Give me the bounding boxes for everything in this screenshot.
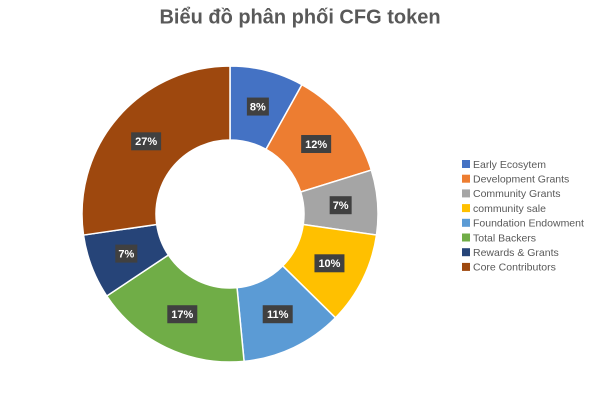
data-label-box <box>167 305 198 324</box>
data-label: 7% <box>333 200 349 212</box>
legend-label: Rewards & Grants <box>473 247 559 259</box>
data-label: 8% <box>250 101 266 113</box>
legend-swatch <box>462 174 470 183</box>
data-label: 12% <box>305 139 327 151</box>
legend-swatch <box>462 262 470 271</box>
legend-label: Development Grants <box>473 173 569 185</box>
legend-label: Early Ecosytem <box>473 159 546 171</box>
data-label-box <box>314 254 345 273</box>
data-label: 7% <box>118 249 134 261</box>
data-label-box <box>131 132 162 151</box>
data-label: 17% <box>171 309 193 321</box>
legend-label: Core Contributors <box>473 262 556 274</box>
data-label-box <box>246 97 269 116</box>
legend-swatch <box>462 160 470 168</box>
data-label-box <box>301 135 332 154</box>
chart-title: Biểu đồ phân phối CFG token <box>159 6 440 28</box>
legend-swatch <box>462 189 470 198</box>
data-label: 10% <box>318 258 340 270</box>
legend-swatch <box>462 204 470 213</box>
data-label-box <box>115 244 138 263</box>
donut-slice <box>81 65 231 236</box>
legend-swatch <box>462 233 470 242</box>
data-label-box <box>262 305 293 324</box>
data-label: 11% <box>267 309 289 321</box>
legend-label: Foundation Endowment <box>473 218 584 230</box>
legend-swatch <box>462 248 470 257</box>
legend-label: Total Backers <box>473 232 536 244</box>
data-label: 27% <box>135 136 157 148</box>
data-label-box <box>329 196 352 215</box>
legend-label: Community Grants <box>473 188 561 200</box>
legend-label: community sale <box>473 203 546 215</box>
legend-swatch <box>462 218 470 227</box>
